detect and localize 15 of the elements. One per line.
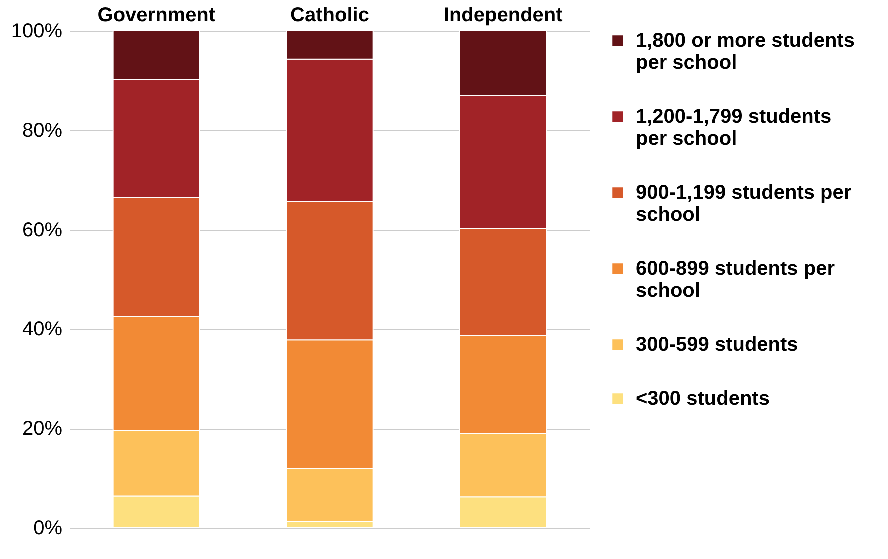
y-tick-label: 60%: [22, 219, 63, 242]
legend-label: 1,200-1,799 students per school: [636, 106, 832, 150]
y-tick-label: 80%: [22, 120, 63, 142]
y-tick-label: 20%: [22, 418, 63, 440]
x-tick-label: Independent: [444, 4, 564, 26]
y-tick-label: 0%: [34, 518, 63, 540]
legend-label: 900-1,199 students per school: [636, 182, 852, 226]
x-tick-label: Government: [98, 4, 216, 26]
y-tick-label: 100%: [11, 20, 63, 42]
legend-label: 1,800 or more students per school: [636, 30, 855, 74]
legend-label: 300-599 students: [636, 334, 798, 356]
legend-label: <300 students: [636, 388, 770, 410]
y-tick-label: 40%: [22, 318, 63, 341]
x-tick-label: Catholic: [290, 4, 370, 26]
legend-label: 600-899 students per school: [636, 258, 836, 302]
